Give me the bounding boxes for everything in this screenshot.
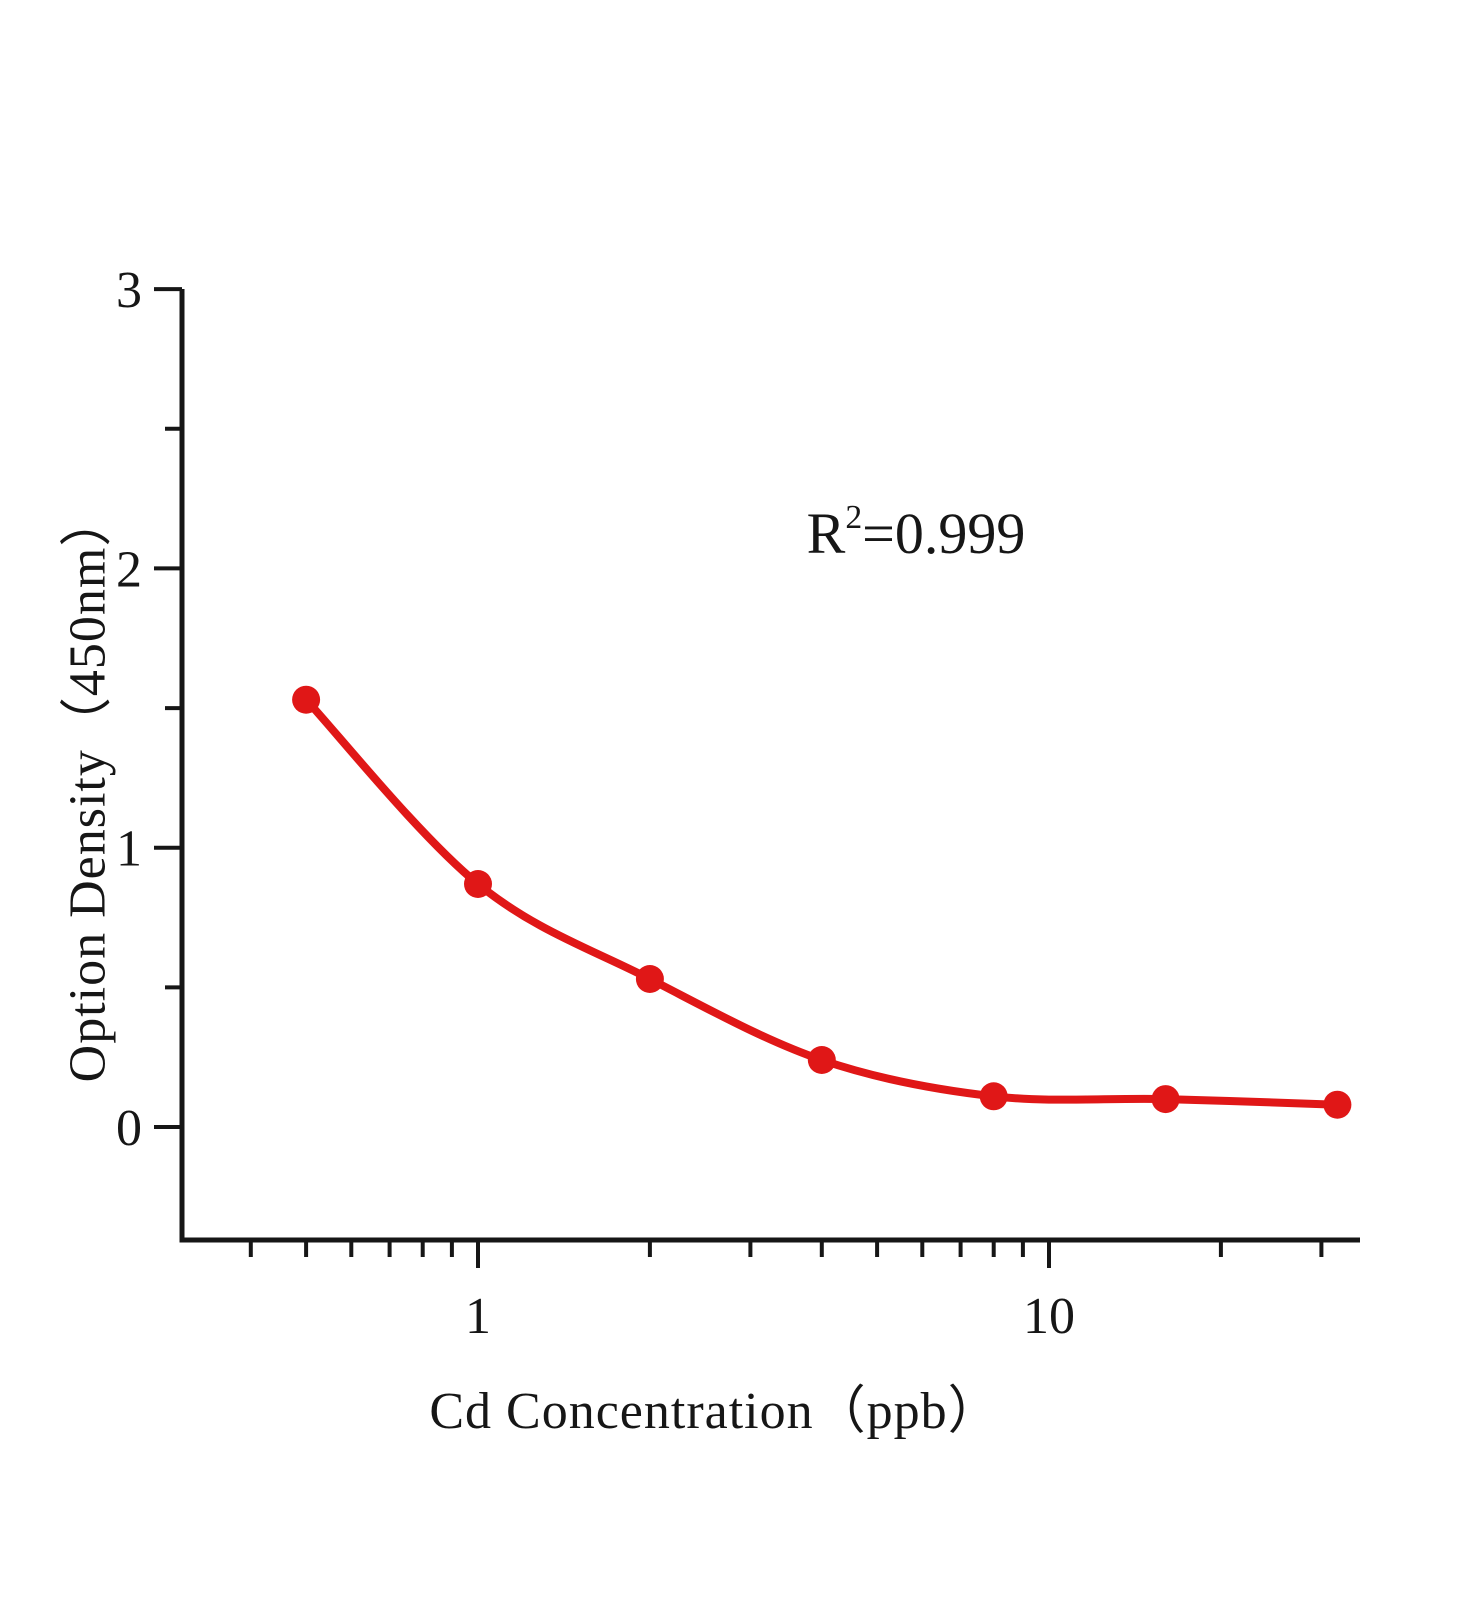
data-point bbox=[464, 870, 492, 898]
r-squared-annotation: R2=0.999 bbox=[806, 498, 1026, 567]
data-point bbox=[292, 685, 321, 714]
r-squared-superscript: 2 bbox=[845, 498, 863, 536]
y-axis-title: Option Density（450nm） bbox=[59, 493, 117, 1083]
x-axis-title: Cd Concentration（ppb） bbox=[429, 1383, 1001, 1440]
data-point bbox=[635, 965, 664, 993]
data-point bbox=[807, 1046, 836, 1074]
y-tick-label: 1 bbox=[116, 821, 142, 878]
fit-curve bbox=[302, 695, 1342, 1109]
x-tick-label: 10 bbox=[1023, 1288, 1075, 1345]
x-tick-label: 1 bbox=[465, 1288, 491, 1345]
axis-spine bbox=[179, 289, 1360, 1243]
r-squared-base: R bbox=[806, 501, 846, 566]
y-tick-label: 0 bbox=[116, 1100, 142, 1157]
data-point bbox=[1323, 1090, 1352, 1119]
y-tick-label: 3 bbox=[116, 262, 142, 319]
r-squared-value: =0.999 bbox=[862, 501, 1026, 566]
data-point bbox=[979, 1082, 1008, 1111]
y-tick-label: 2 bbox=[116, 541, 142, 598]
data-point bbox=[1151, 1085, 1180, 1114]
